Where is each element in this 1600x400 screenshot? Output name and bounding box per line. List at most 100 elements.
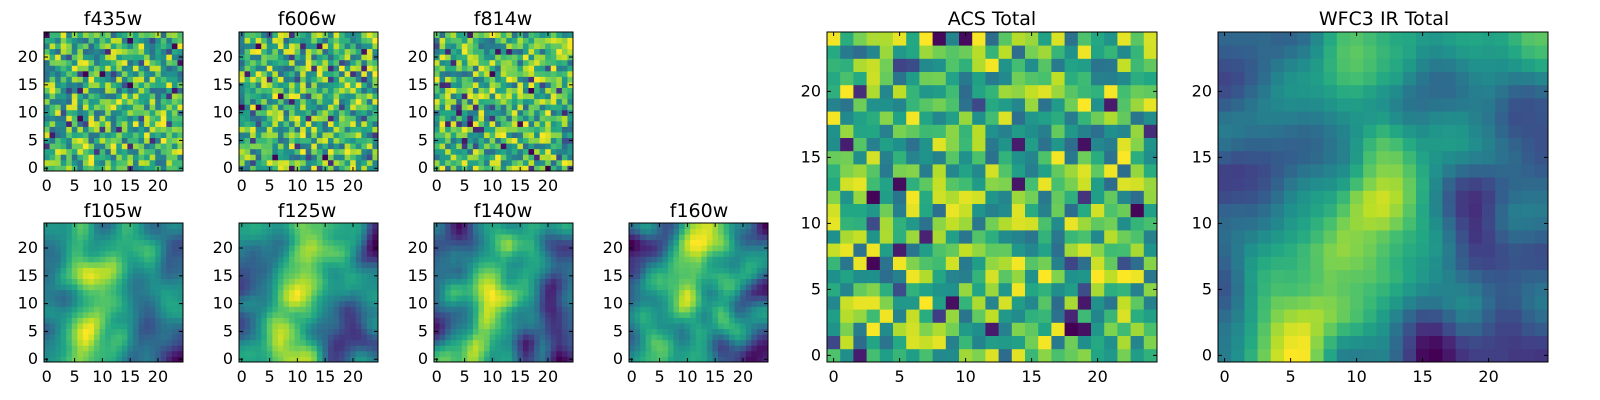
heatmap-cell <box>1130 216 1145 231</box>
heatmap-cell <box>472 104 479 111</box>
heatmap-cell <box>751 328 758 335</box>
heatmap-cell <box>110 350 117 357</box>
heatmap-cell <box>177 261 184 268</box>
heatmap-cell <box>456 82 463 88</box>
heatmap-cell <box>556 261 563 268</box>
heatmap-cell <box>311 109 318 116</box>
heatmap-cell <box>177 159 184 166</box>
heatmap-cell <box>506 137 513 144</box>
heatmap-cell <box>272 98 279 105</box>
heatmap-cell <box>77 159 84 166</box>
heatmap-cell <box>300 154 307 161</box>
heatmap-cell <box>673 250 680 257</box>
heatmap-cell <box>495 98 502 105</box>
heatmap-cell <box>745 339 752 346</box>
heatmap-cell <box>539 228 546 235</box>
heatmap-cell <box>99 289 106 296</box>
heatmap-cell <box>472 267 479 274</box>
heatmap-cell <box>300 239 307 246</box>
heatmap-cell <box>500 228 507 235</box>
heatmap-cell <box>840 243 854 257</box>
heatmap-cell <box>511 137 518 144</box>
heatmap-cell <box>489 261 496 268</box>
heatmap-cell <box>729 345 736 352</box>
heatmap-cell <box>272 234 279 241</box>
heatmap-cell <box>339 137 346 144</box>
heatmap-cell <box>339 48 346 55</box>
heatmap-cell <box>517 245 524 252</box>
heatmap-cell <box>478 137 485 144</box>
heatmap-cell <box>361 165 368 172</box>
heatmap-cell <box>656 245 663 252</box>
heatmap-cell <box>239 70 245 77</box>
heatmap-cell <box>517 104 524 111</box>
heatmap-cell <box>673 345 680 352</box>
heatmap-cell <box>1025 177 1039 191</box>
heatmap-cell <box>261 300 268 307</box>
heatmap-cell <box>77 323 84 330</box>
heatmap-cell <box>561 70 568 77</box>
heatmap-cell <box>339 317 346 324</box>
heatmap-cell <box>277 159 284 166</box>
heatmap-cell <box>662 345 669 352</box>
heatmap-cell <box>55 223 62 229</box>
heatmap-cell <box>350 59 357 66</box>
heatmap-cell <box>500 289 507 296</box>
heatmap-cell <box>166 339 173 346</box>
heatmap-cell <box>105 70 112 77</box>
heatmap-cell <box>261 59 268 66</box>
heatmap-cell <box>94 54 100 61</box>
heatmap-cell <box>316 306 323 313</box>
heatmap-cell <box>1051 216 1065 231</box>
heatmap-cell <box>66 76 73 83</box>
heatmap-cell <box>456 311 463 318</box>
heatmap-cell <box>756 334 763 341</box>
heatmap-cell <box>66 300 73 307</box>
heatmap-cell <box>445 159 452 166</box>
heatmap-cell <box>71 311 78 318</box>
heatmap-cell <box>461 317 468 324</box>
heatmap-cell <box>361 267 368 274</box>
heatmap-cell <box>300 317 307 324</box>
heatmap-cell <box>289 228 295 235</box>
heatmap-cell <box>450 159 457 166</box>
heatmap-cell <box>339 245 346 252</box>
heatmap-cell <box>177 76 184 83</box>
heatmap-cell <box>1117 309 1131 323</box>
heatmap-cell <box>322 159 329 166</box>
heatmap-cell <box>166 154 173 161</box>
heatmap-cell <box>327 250 334 257</box>
heatmap-cell <box>372 311 379 318</box>
heatmap-cell <box>160 98 167 105</box>
heatmap-cell <box>44 37 50 44</box>
heatmap-cell <box>250 228 257 235</box>
heatmap-cell <box>333 137 340 144</box>
heatmap-cell <box>461 154 468 161</box>
heatmap-cell <box>283 234 290 241</box>
heatmap-cell <box>567 317 574 324</box>
heatmap-cell <box>272 317 279 324</box>
heatmap-cell <box>640 350 647 357</box>
heatmap-cell <box>294 273 301 279</box>
heatmap-cell <box>255 43 262 50</box>
heatmap-cell <box>66 98 73 105</box>
heatmap-cell <box>985 269 999 284</box>
heatmap-cell <box>327 48 334 55</box>
heatmap-cell <box>250 59 257 66</box>
heatmap-cell <box>294 37 301 44</box>
heatmap-cell <box>500 32 507 38</box>
heatmap-cell <box>751 261 758 268</box>
heatmap-cell <box>556 311 563 318</box>
heatmap-cell <box>461 328 468 335</box>
heatmap-cell <box>311 132 318 139</box>
heatmap-cell <box>82 284 89 291</box>
heatmap-cell <box>127 109 134 116</box>
heatmap-cell <box>932 296 947 310</box>
heatmap-cell <box>528 137 535 144</box>
heatmap-cell <box>244 334 251 341</box>
heatmap-cell <box>250 323 257 330</box>
y-tick-label: 5 <box>28 130 38 149</box>
heatmap-cell <box>149 32 156 38</box>
heatmap-cell <box>484 120 490 127</box>
heatmap-cell <box>160 54 167 61</box>
